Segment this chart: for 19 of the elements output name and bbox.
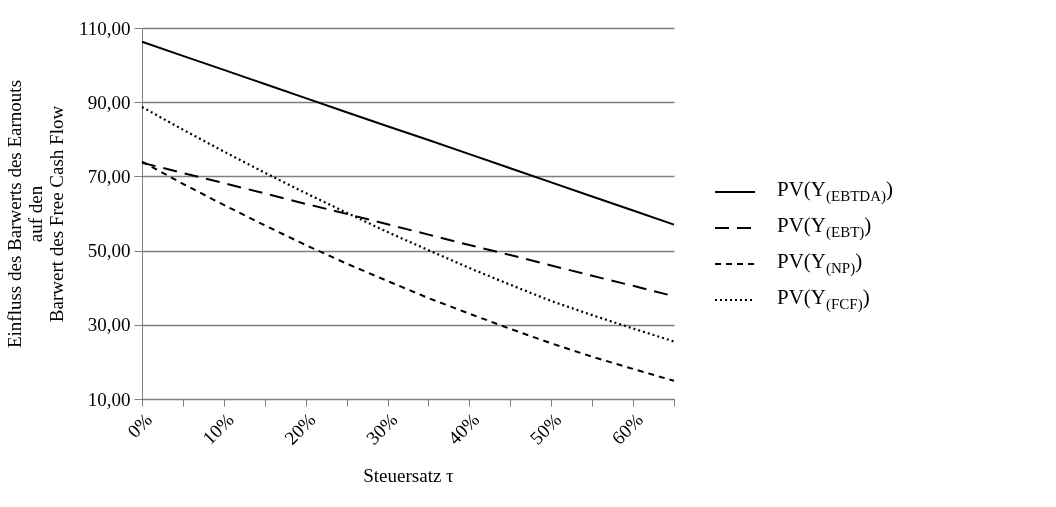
y-tick-label: 110,00 [78, 17, 131, 39]
legend-label: PV(Y$_{(EBT)}$) [777, 213, 872, 242]
legend-label: PV(Y$_{(NP)}$) [777, 249, 863, 278]
legend-label: PV(Y$_{(FCF)}$) [777, 285, 870, 314]
x-tick-label: 0% [123, 408, 157, 442]
x-axis-title: Steuersatz τ [363, 464, 455, 486]
x-tick-label: 30% [362, 408, 402, 449]
x-tick-label: 40% [443, 408, 484, 449]
x-tick-label: 60% [607, 408, 648, 449]
x-tick-label: 50% [525, 408, 566, 449]
legend-label: PV(Y$_{(EBTDA)}$) [777, 177, 894, 206]
y-axis-title: Einfluss des Barwerts des Earnouts auf den Barwert des Free Cash Flow [3, 79, 67, 349]
x-tick-label: 20% [280, 408, 320, 449]
y-tick-label: 90,00 [87, 91, 131, 113]
x-tick-label: 10% [198, 408, 238, 449]
y-tick-label: 50,00 [87, 240, 131, 262]
y-tick-label: 70,00 [87, 165, 131, 187]
y-tick-label: 10,00 [87, 388, 131, 410]
y-tick-label: 30,00 [87, 314, 131, 336]
